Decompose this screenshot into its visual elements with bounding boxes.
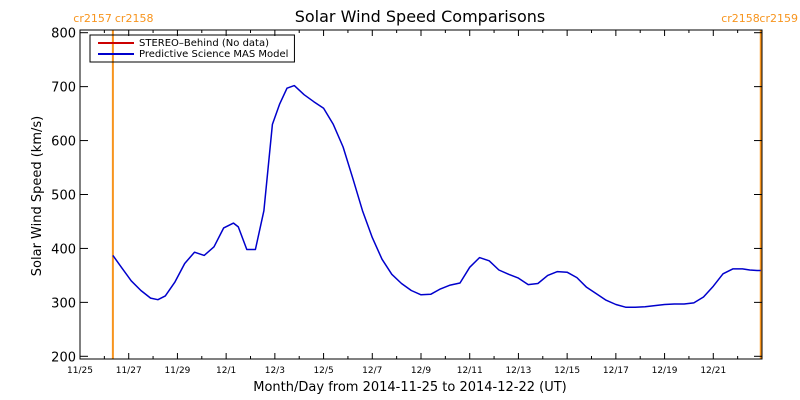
x-tick-label: 12/5 (313, 366, 333, 376)
carrington-label-right: cr2159 (759, 12, 798, 25)
carrington-markers: cr2157 cr2158 cr2158 cr2159 (73, 12, 798, 359)
y-tick-label: 800 (51, 27, 76, 42)
x-tick-label: 12/13 (505, 366, 531, 376)
plot-frame (79, 29, 763, 360)
x-tick-label: 11/29 (164, 366, 190, 376)
carrington-label-right: cr2158 (115, 12, 154, 25)
x-tick-label: 12/7 (362, 366, 382, 376)
x-tick-label: 11/25 (67, 366, 93, 376)
carrington-label-left: cr2157 (73, 12, 112, 25)
x-tick-label: 11/27 (116, 366, 142, 376)
series-line (112, 84, 761, 308)
x-tick-label: 12/9 (411, 366, 431, 376)
x-tick-label: 12/1 (216, 366, 236, 376)
y-tick-label: 600 (51, 135, 76, 150)
series-lines (112, 84, 761, 308)
x-tick-label: 12/15 (554, 366, 580, 376)
legend-label: STEREO–Behind (No data) (139, 38, 269, 49)
y-tick-label: 500 (51, 189, 76, 204)
y-axis-label: Solar Wind Speed (km/s) (30, 116, 45, 276)
legend: STEREO–Behind (No data)Predictive Scienc… (89, 34, 295, 63)
y-tick-label: 200 (51, 350, 76, 365)
y-tick-label: 700 (51, 81, 76, 96)
legend-label: Predictive Science MAS Model (139, 49, 288, 60)
x-tick-label: 12/21 (700, 366, 726, 376)
x-tick-label: 12/19 (652, 366, 678, 376)
x-tick-label: 12/17 (603, 366, 629, 376)
chart-title: Solar Wind Speed Comparisons (295, 7, 546, 26)
x-axis-label: Month/Day from 2014-11-25 to 2014-12-22 … (253, 380, 566, 395)
y-tick-label: 300 (51, 296, 76, 311)
carrington-label-left: cr2158 (721, 12, 760, 25)
legend-box (89, 34, 295, 63)
y-tick-label: 400 (51, 242, 76, 257)
axis-ticks: 200 300 400 500 600 700 800 11/25 11/27 11/29 12/1… (51, 27, 762, 376)
x-tick-label: 12/3 (265, 366, 285, 376)
x-tick-label: 12/11 (457, 366, 483, 376)
